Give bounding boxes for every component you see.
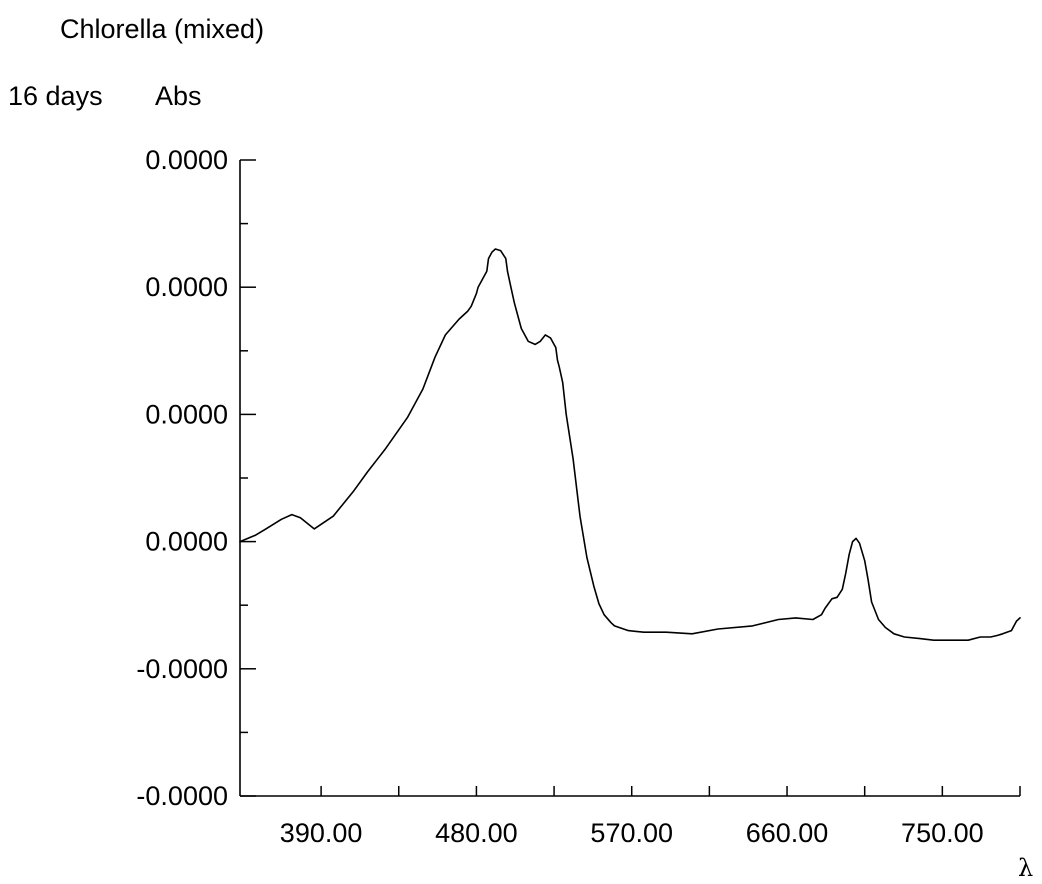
y-axis-label: Abs [155, 81, 202, 111]
x-axis-label: λ [1018, 854, 1033, 882]
y-tick-label: 0.0000 [145, 399, 228, 429]
x-tick-label: 750.00 [901, 818, 984, 848]
chart-title: Chlorella (mixed) [60, 14, 264, 44]
y-tick-label: -0.0000 [136, 654, 228, 684]
y-tick-label: -0.0000 [136, 781, 228, 811]
x-tick-label: 480.00 [435, 818, 518, 848]
x-tick-label: 390.00 [280, 818, 363, 848]
chart-subtitle: 16 days [8, 81, 103, 111]
y-tick-label: 0.0000 [145, 272, 228, 302]
x-tick-label: 570.00 [590, 818, 673, 848]
y-tick-label: 0.0000 [145, 145, 228, 175]
series-line-0 [239, 248, 1021, 642]
x-tick-label: 660.00 [746, 818, 829, 848]
y-tick-label: 0.0000 [145, 527, 228, 557]
